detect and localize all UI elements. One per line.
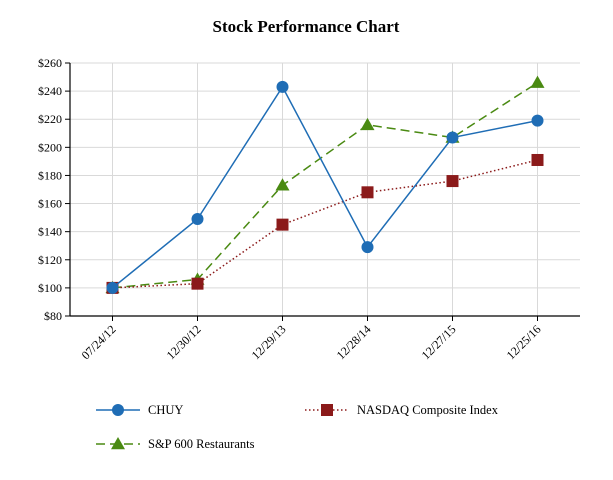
series-0 [106, 80, 544, 294]
legend-label: NASDAQ Composite Index [357, 403, 499, 417]
y-tick-label: $160 [38, 197, 62, 211]
data-point-circle [531, 114, 544, 127]
data-point-triangle [111, 437, 125, 450]
data-point-square [321, 404, 333, 416]
data-point-triangle [530, 75, 545, 88]
y-tick-label: $100 [38, 281, 62, 295]
gridlines [70, 62, 580, 316]
data-point-square [531, 153, 544, 166]
x-tick-label: 12/29/13 [249, 322, 289, 362]
data-point-triangle [360, 117, 375, 131]
x-tick-labels: 07/24/12 12/30/12 12/29/13 12/28/14 12/27/15… [79, 322, 544, 362]
y-tick-label: $120 [38, 253, 62, 267]
y-tick-label: $200 [38, 140, 62, 154]
y-tick-label: $220 [38, 112, 62, 126]
data-point-circle [106, 281, 119, 294]
axes [65, 62, 580, 321]
data-point-square [191, 277, 204, 290]
series-line [112, 159, 538, 289]
data-point-circle [112, 404, 124, 416]
y-tick-label: $240 [38, 84, 62, 98]
legend-label: CHUY [148, 403, 183, 417]
y-tick-label: $180 [38, 168, 62, 182]
x-tick-label: 12/27/15 [419, 322, 459, 362]
x-tick-label: 12/28/14 [334, 322, 374, 362]
x-tick-label: 07/24/12 [79, 322, 119, 362]
chart-title: Stock Performance Chart [213, 17, 400, 36]
y-tick-label: $260 [38, 56, 62, 70]
data-point-triangle [275, 178, 290, 191]
series-line [112, 85, 538, 289]
legend: CHUY NASDAQ Composite Index S&P 600 Restau… [96, 403, 499, 451]
legend-item: NASDAQ Composite Index [305, 403, 499, 417]
data-point-circle [361, 241, 374, 254]
data-point-circle [446, 131, 459, 144]
y-tick-label: $140 [38, 225, 62, 239]
series [105, 75, 545, 294]
data-point-square [446, 175, 459, 188]
data-point-circle [191, 213, 204, 226]
data-point-circle [276, 80, 289, 93]
data-point-square [361, 186, 374, 199]
data-point-square [276, 218, 289, 231]
y-tick-label: $80 [44, 309, 62, 323]
x-tick-label: 12/25/16 [504, 322, 544, 362]
y-tick-labels: $80 $100 $120 $140 $160 $180 $200 $220 $240 $260 [38, 56, 62, 323]
legend-label: S&P 600 Restaurants [148, 437, 255, 451]
legend-item: S&P 600 Restaurants [96, 437, 255, 451]
legend-item: CHUY [96, 403, 183, 417]
series-line [112, 82, 538, 289]
series-2 [105, 75, 545, 294]
x-tick-label: 12/30/12 [164, 322, 204, 362]
